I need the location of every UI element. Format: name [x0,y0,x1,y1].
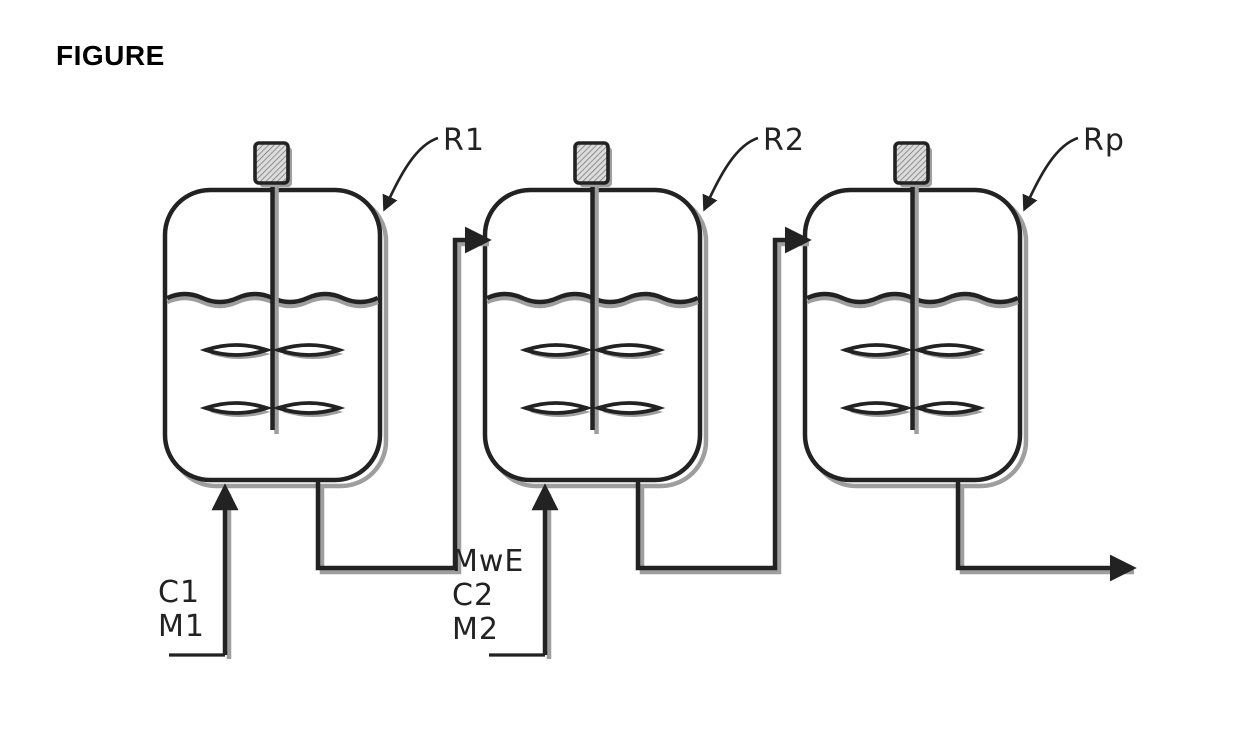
reactor-Rp [805,138,1078,486]
motor-icon [255,143,288,183]
input-label-R1-1: M1 [158,610,205,643]
input-label-R1-0: C1 [158,576,200,609]
input-label-R2-2: M2 [452,613,499,646]
reactor-R1 [165,138,438,486]
input-label-R2-1: C2 [452,579,494,612]
reactor-label-Rp: Rp [1083,124,1125,157]
reactor-label-R2: R2 [763,124,805,157]
motor-icon [575,143,608,183]
reactor-R2 [485,138,758,486]
input-label-R2-0: MwE [452,545,524,578]
reactor-label-R1: R1 [443,124,485,157]
motor-icon [895,143,928,183]
